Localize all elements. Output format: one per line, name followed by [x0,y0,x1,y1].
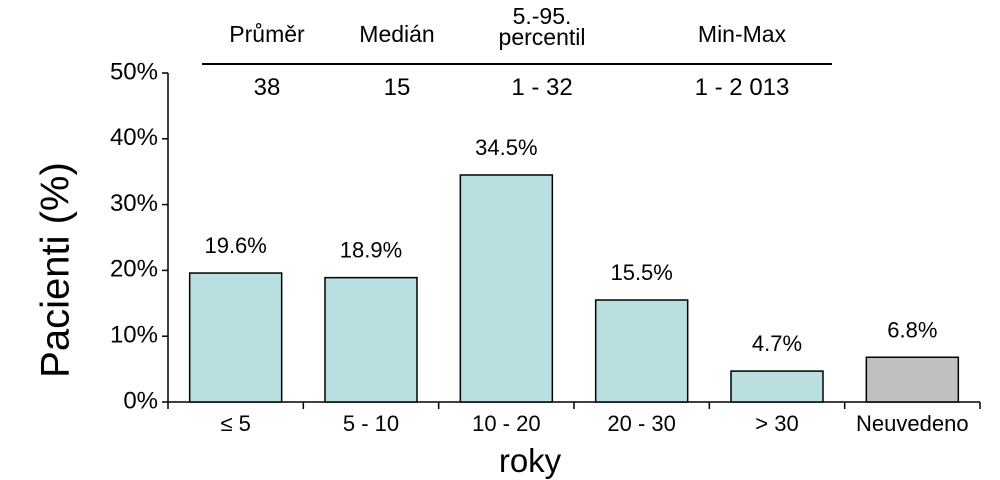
y-axis-label: Pacienti (%) [34,162,78,378]
bar-value-label: 6.8% [887,317,937,342]
x-axis: ≤ 5 5 - 10 10 - 20 20 - 30 > 30 Neuvedeno [167,401,981,436]
stats-table: Průměr 38 Medián 15 5.-95. percentil 1 -… [202,0,832,110]
x-axis-label: roky [499,442,562,479]
bar-value-label: 34.5% [475,135,537,160]
y-tick-label: 20% [110,256,158,283]
bar-value-label: 4.7% [752,331,802,356]
stat-header: Průměr [229,21,305,47]
stat-value: 1 - 2 013 [694,74,790,101]
bar [188,272,283,403]
y-tick-label: 0% [123,387,158,414]
bar-value-label: 18.9% [340,238,402,263]
stat-value: 1 - 32 [511,74,573,101]
bar [730,370,824,403]
y-tick-label: 10% [110,322,158,349]
bar-value-label: 15.5% [610,260,672,285]
bar [594,299,689,403]
x-tick-label: 10 - 20 [472,411,541,436]
bar-value-label: 19.6% [204,233,266,258]
x-tick-label: Neuvedeno [856,411,969,436]
stats-table-rule [202,63,832,65]
bar [865,356,960,403]
bars: 19.6% 18.9% 34.5% 15.5% 4.7% 6.8% [188,135,960,403]
y-tick-label: 30% [110,190,158,217]
bar [324,276,418,403]
x-tick-label: 5 - 10 [343,411,399,436]
stat-value: 38 [253,74,281,101]
y-tick-label: 50% [110,58,158,85]
y-tick-label: 40% [110,124,158,151]
stat-header: Medián [359,21,435,47]
stat-header: 5.-95. percentil [498,3,586,50]
stat-header: Min-Max [697,21,787,47]
x-tick-label: > 30 [755,411,798,436]
y-axis: 0% 10% 20% 30% 40% 50% [110,58,169,414]
stat-value: 15 [383,74,411,101]
x-tick-label: 20 - 30 [607,411,676,436]
bar [459,174,554,403]
x-tick-label: ≤ 5 [220,411,250,436]
